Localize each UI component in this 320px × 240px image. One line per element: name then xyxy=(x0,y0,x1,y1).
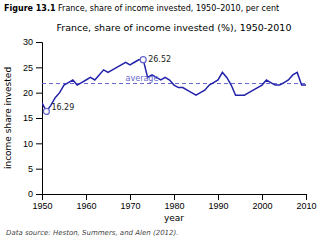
marks xyxy=(42,57,306,115)
axis-line xyxy=(36,43,43,195)
tick-mark xyxy=(262,194,263,200)
tick: 20 xyxy=(23,88,42,98)
chart-svg: Figure 13.1 France, share of income inve… xyxy=(0,0,320,240)
tick-label: 2010 xyxy=(296,201,316,211)
tick-label: 1990 xyxy=(208,201,228,211)
tick: 25 xyxy=(23,63,42,73)
x-axis-label: year xyxy=(164,213,184,223)
tick-mark xyxy=(36,42,42,43)
tick-mark xyxy=(36,67,42,68)
chart-title: France, share of income invested (%), 19… xyxy=(57,22,292,33)
tick: 2000 xyxy=(252,194,272,211)
tick-mark xyxy=(130,194,131,200)
highlight-label: 26.52 xyxy=(148,55,171,64)
figure-title-bold: Figure 13.1 xyxy=(4,4,56,13)
tick: 10 xyxy=(23,139,42,149)
chart-container: Figure 13.1 France, share of income inve… xyxy=(0,0,320,240)
y-axis-label: income share invested xyxy=(3,67,13,169)
tick-label: 2000 xyxy=(252,201,272,211)
tick: 1970 xyxy=(120,194,140,211)
plot-texts: average 16.29 26.52 xyxy=(51,55,171,111)
tick-label: 0 xyxy=(28,189,33,199)
plot: 1950 1960 1970 1980 1990 2000 2010 0 5 10 15 20 25 30… xyxy=(23,37,317,211)
highlight-marker xyxy=(140,57,146,63)
y-axis: 0 5 10 15 20 25 30 xyxy=(23,37,43,199)
axis-line xyxy=(43,195,307,201)
tick: 1980 xyxy=(164,194,184,211)
tick-mark xyxy=(36,194,42,195)
tick-label: 15 xyxy=(23,113,33,123)
figure-title-normal: France, share of income invested, 1950–2… xyxy=(56,4,280,13)
tick-label: 1970 xyxy=(120,201,140,211)
tick: 1960 xyxy=(76,194,96,211)
tick: 0 xyxy=(28,189,42,199)
tick-label: 5 xyxy=(28,164,33,174)
tick-label: 25 xyxy=(23,63,33,73)
tick-mark xyxy=(174,194,175,200)
tick-label: 1980 xyxy=(164,201,184,211)
tick-label: 1960 xyxy=(76,201,96,211)
tick-label: 20 xyxy=(23,88,33,98)
data-line xyxy=(42,60,306,112)
average-label: average xyxy=(126,74,159,83)
x-axis: 1950 1960 1970 1980 1990 2000 2010 xyxy=(32,194,316,211)
tick-label: 30 xyxy=(23,37,33,47)
tick: 1950 xyxy=(32,194,52,211)
tick-mark xyxy=(36,169,42,170)
highlight-label: 16.29 xyxy=(51,103,74,112)
highlight-marker xyxy=(43,108,49,114)
data-source: Data source: Heston, Summers, and Alen (… xyxy=(6,229,178,237)
tick-mark xyxy=(36,143,42,144)
tick-mark xyxy=(36,118,42,119)
tick: 5 xyxy=(28,164,42,174)
tick: 30 xyxy=(23,37,42,47)
tick-mark xyxy=(218,194,219,200)
tick: 15 xyxy=(23,113,42,123)
tick: 2010 xyxy=(296,194,316,211)
tick: 1990 xyxy=(208,194,228,211)
tick-mark xyxy=(86,194,87,200)
tick-mark xyxy=(306,194,307,200)
figure-title: Figure 13.1 France, share of income inve… xyxy=(4,4,279,13)
tick-mark xyxy=(36,93,42,94)
tick-label: 1950 xyxy=(32,201,52,211)
tick-label: 10 xyxy=(23,139,33,149)
